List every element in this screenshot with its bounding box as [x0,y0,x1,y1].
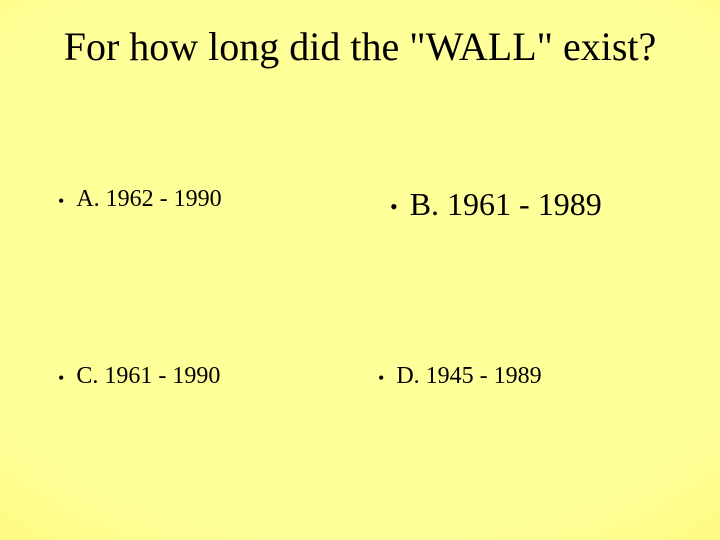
bullet-icon: • [58,192,64,210]
options-grid: • A. 1962 - 1990 • B. 1961 - 1989 • C. 1… [40,186,680,390]
option-c-label: C. 1961 - 1990 [76,363,220,390]
option-c[interactable]: • C. 1961 - 1990 [40,363,360,390]
bullet-icon: • [378,369,384,387]
bullet-icon: • [58,369,64,387]
quiz-slide: For how long did the "WALL" exist? • A. … [0,0,720,540]
option-a[interactable]: • A. 1962 - 1990 [40,186,360,223]
slide-title: For how long did the "WALL" exist? [0,24,720,70]
option-d-label: D. 1945 - 1989 [396,363,541,390]
option-b-label: B. 1961 - 1989 [410,186,602,223]
option-a-label: A. 1962 - 1990 [76,186,221,213]
option-d[interactable]: • D. 1945 - 1989 [360,363,680,390]
option-b[interactable]: • B. 1961 - 1989 [360,186,680,223]
bullet-icon: • [390,196,398,218]
